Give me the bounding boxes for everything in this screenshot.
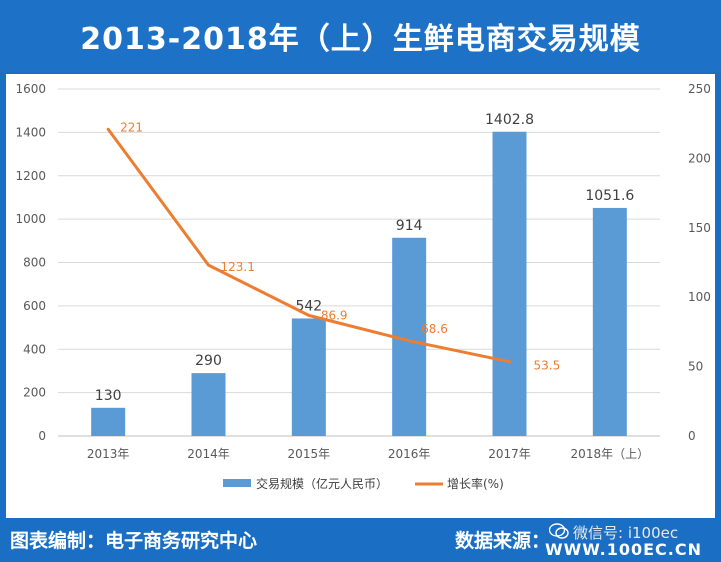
legend-bar-label: 交易规模（亿元人民币） xyxy=(256,476,388,491)
chart-area: 0 200 400 600 800 1000 1200 1400 1600 0 50 100 150 2… xyxy=(6,74,715,518)
x-axis-ticks: 2013年 2014年 2015年 2016年 2017年 2018年（上） xyxy=(87,447,649,461)
right-tick-label: 100 xyxy=(688,290,711,304)
right-axis-ticks: 0 50 100 150 200 250 xyxy=(688,82,711,443)
bar xyxy=(592,207,627,436)
watermark-url: WWW.100EC.CN xyxy=(545,540,702,559)
legend-line-label: 增长率(%) xyxy=(447,476,504,491)
footer-source: 数据来源： xyxy=(455,530,551,552)
watermark-wechat-id: 微信号: i100ec xyxy=(573,524,679,542)
x-tick-label: 2018年（上） xyxy=(571,447,650,461)
x-tick-label: 2017年 xyxy=(488,447,531,461)
bar-value-label: 1402.8 xyxy=(485,112,534,128)
bar-value-label: 290 xyxy=(195,353,222,369)
left-tick-label: 400 xyxy=(23,342,46,356)
line-point xyxy=(307,313,311,317)
x-tick-label: 2014年 xyxy=(187,447,230,461)
left-tick-label: 0 xyxy=(38,429,46,443)
line-value-label: 123.1 xyxy=(221,260,255,274)
line-point xyxy=(508,360,511,364)
footer-compiler: 图表编制：电子商务研究中心 xyxy=(10,530,258,552)
left-tick-label: 800 xyxy=(23,256,46,270)
watermark: 微信号: i100ec WWW.100EC.CN xyxy=(545,522,715,559)
legend: 交易规模（亿元人民币） 增长率(%) xyxy=(223,476,504,491)
line-value-label: 53.5 xyxy=(534,359,561,373)
x-tick-label: 2013年 xyxy=(87,447,130,461)
bar-series xyxy=(91,131,627,436)
left-tick-label: 1000 xyxy=(15,212,46,226)
bar-value-label: 914 xyxy=(396,218,423,234)
title-bar: 2013-2018年（上）生鲜电商交易规模 xyxy=(0,0,721,72)
left-tick-label: 200 xyxy=(23,386,46,400)
x-tick-label: 2016年 xyxy=(388,447,431,461)
line-data-labels: 221 123.1 86.9 68.6 53.5 xyxy=(120,120,560,372)
line-value-label: 68.6 xyxy=(421,322,448,336)
line-value-label: 86.9 xyxy=(321,308,348,322)
bar xyxy=(291,318,326,436)
right-tick-label: 50 xyxy=(688,360,703,374)
x-tick-label: 2015年 xyxy=(288,447,331,461)
left-axis-ticks: 0 200 400 600 800 1000 1200 1400 1600 xyxy=(15,82,46,443)
right-tick-label: 200 xyxy=(688,151,711,165)
chart-svg: 0 200 400 600 800 1000 1200 1400 1600 0 50 100 150 2… xyxy=(15,82,711,491)
legend-bar-swatch xyxy=(223,479,251,487)
bar-value-label: 130 xyxy=(95,388,122,404)
wechat-icon xyxy=(549,523,569,539)
left-tick-label: 1200 xyxy=(15,169,46,183)
left-tick-label: 1600 xyxy=(15,82,46,96)
footer: 图表编制：电子商务研究中心 数据来源： 微信号: i100ec WWW.100E… xyxy=(0,520,721,562)
bar xyxy=(191,373,226,436)
left-tick-label: 600 xyxy=(23,299,46,313)
right-tick-label: 150 xyxy=(688,221,711,235)
chart-title: 2013-2018年（上）生鲜电商交易规模 xyxy=(80,22,641,57)
line-value-label: 221 xyxy=(120,120,143,134)
line-point xyxy=(407,339,411,343)
line-point xyxy=(207,263,210,267)
left-tick-label: 1400 xyxy=(15,125,46,139)
bar-value-label: 1051.6 xyxy=(585,188,634,204)
line-point xyxy=(106,127,110,131)
right-tick-label: 0 xyxy=(688,429,696,443)
bar xyxy=(91,407,126,436)
gridlines xyxy=(58,88,660,437)
line-series xyxy=(106,127,511,364)
right-tick-label: 250 xyxy=(688,82,711,96)
bar xyxy=(492,131,527,436)
